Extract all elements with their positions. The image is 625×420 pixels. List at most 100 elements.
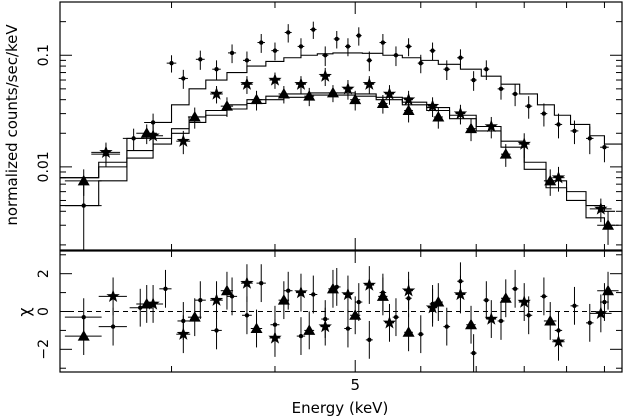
- data-point-dot: [214, 67, 219, 72]
- data-point-dot: [526, 103, 531, 109]
- data-point-dot: [444, 324, 449, 329]
- data-point-star: [294, 77, 308, 90]
- data-point-triangle: [77, 174, 90, 186]
- data-point-dot: [587, 320, 592, 326]
- data-point-triangle: [465, 318, 478, 330]
- data-point-star: [99, 145, 113, 158]
- data-point-triangle: [277, 294, 290, 305]
- residuals-y-tick-label: 0: [36, 307, 52, 316]
- data-point-dot: [587, 136, 592, 141]
- data-point-star: [425, 99, 440, 112]
- data-point-star: [382, 86, 397, 100]
- data-point-star: [176, 327, 190, 340]
- data-point-dot: [286, 30, 291, 35]
- data-point-dot: [572, 303, 577, 309]
- data-point-dot: [131, 136, 136, 141]
- data-point-dot: [163, 286, 168, 292]
- data-point-triangle: [188, 311, 201, 322]
- data-point-star: [594, 201, 608, 215]
- data-point-star: [401, 92, 416, 106]
- data-point-triangle: [303, 324, 316, 335]
- data-point-triangle: [326, 86, 339, 98]
- data-point-star: [106, 289, 120, 303]
- data-point-dot: [444, 67, 449, 72]
- data-point-dot: [334, 36, 339, 42]
- data-point-dot: [150, 120, 156, 125]
- data-point-star: [146, 128, 160, 142]
- data-point-star: [240, 276, 254, 289]
- data-point-triangle: [602, 284, 615, 296]
- data-point-triangle: [140, 127, 153, 138]
- data-point-star: [318, 319, 332, 333]
- data-point-triangle: [303, 90, 316, 101]
- data-point-star: [517, 295, 531, 308]
- data-point-triangle: [140, 297, 153, 309]
- residuals-y-tick-label: −2: [36, 339, 52, 360]
- data-point-star: [146, 296, 160, 310]
- data-point-star: [268, 330, 282, 344]
- data-point-triangle: [432, 296, 445, 307]
- data-point-dot: [393, 314, 399, 320]
- model-curve-2: [60, 92, 616, 212]
- data-point-dot: [393, 53, 399, 58]
- data-point-star: [341, 81, 355, 95]
- data-point-dot: [181, 76, 186, 81]
- data-point-triangle: [602, 219, 615, 230]
- data-point-star: [362, 77, 376, 90]
- model-curve-3: [60, 94, 616, 226]
- data-point-star: [517, 137, 531, 150]
- x-tick-label: 5: [350, 376, 360, 394]
- data-point-star: [425, 300, 440, 314]
- data-point-dot: [512, 91, 518, 97]
- data-point-triangle: [220, 284, 233, 296]
- data-point-triangle: [250, 322, 263, 334]
- data-point-star: [453, 106, 468, 120]
- residuals-panel: 5 2 0 −2: [36, 250, 623, 394]
- data-point-triangle: [376, 97, 389, 108]
- data-point-star: [362, 278, 376, 291]
- data-point-dot: [311, 27, 316, 32]
- data-point-dot: [418, 60, 423, 66]
- data-point-triangle: [349, 309, 362, 320]
- data-point-dot: [286, 288, 291, 293]
- data-point-star: [484, 119, 498, 133]
- data-point-dot: [418, 331, 423, 337]
- data-point-dot: [198, 297, 203, 303]
- data-point-dot: [356, 33, 361, 38]
- data-point-dot: [214, 328, 219, 333]
- model-curve-1: [60, 52, 623, 179]
- data-point-triangle: [376, 290, 389, 301]
- residuals-y-axis-label: χ: [15, 307, 34, 316]
- data-point-triangle: [277, 87, 290, 99]
- spectrum-y-tick-label: 0.01: [36, 151, 52, 182]
- data-point-triangle: [432, 110, 445, 122]
- data-point-triangle: [465, 122, 478, 134]
- data-point-star: [484, 312, 498, 325]
- data-point-dot: [498, 318, 504, 324]
- data-point-dot: [380, 40, 386, 45]
- data-point-triangle: [326, 282, 339, 294]
- data-point-dot: [541, 111, 547, 116]
- data-point-triangle: [402, 326, 415, 337]
- data-point-star: [453, 287, 468, 301]
- data-point-star: [551, 170, 566, 184]
- data-point-triangle: [499, 148, 512, 159]
- data-point-star: [176, 134, 190, 147]
- data-point-dot: [259, 280, 264, 286]
- data-point-triangle: [544, 314, 557, 326]
- data-point-dot: [198, 57, 203, 62]
- data-point-dot: [541, 294, 547, 299]
- data-point-triangle: [349, 93, 362, 105]
- data-point-dot: [484, 297, 489, 303]
- data-point-star: [209, 86, 224, 100]
- data-point-dot: [458, 55, 463, 60]
- data-point-dot: [272, 48, 278, 53]
- data-point-star: [209, 293, 224, 306]
- x-axis-label: Energy (keV): [292, 399, 389, 417]
- spectrum-panel: 0.01 0.1: [36, 1, 623, 251]
- spectrum-y-axis-label: normalized counts/sec/keV: [3, 24, 21, 226]
- data-point-dot: [572, 128, 577, 134]
- data-point-dot: [367, 58, 372, 63]
- data-point-dot: [430, 48, 435, 53]
